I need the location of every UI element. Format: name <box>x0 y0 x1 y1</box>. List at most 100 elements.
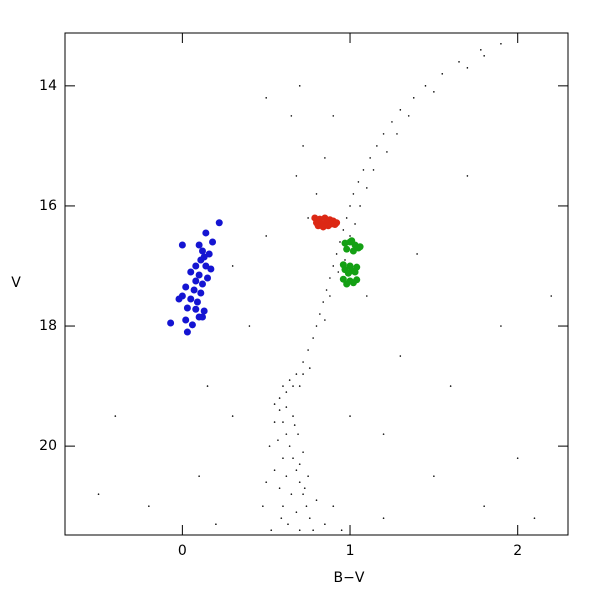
point <box>197 256 205 264</box>
point <box>466 175 469 177</box>
point <box>322 301 325 303</box>
point <box>483 505 485 507</box>
point <box>351 268 359 276</box>
point <box>198 280 206 288</box>
point <box>312 529 314 531</box>
point <box>248 325 251 327</box>
point <box>433 91 435 93</box>
point <box>192 305 200 313</box>
point <box>290 115 293 117</box>
point <box>483 55 485 57</box>
point <box>407 115 410 117</box>
point <box>382 433 385 435</box>
point <box>302 145 304 147</box>
point <box>298 85 301 87</box>
point <box>315 499 318 501</box>
point <box>399 109 402 111</box>
point <box>292 415 294 417</box>
point <box>308 367 311 369</box>
point <box>202 229 210 237</box>
point <box>295 175 298 177</box>
point <box>366 187 368 189</box>
point <box>366 295 368 297</box>
point <box>315 193 318 195</box>
point <box>282 457 284 459</box>
point <box>343 245 351 253</box>
point <box>288 445 291 447</box>
point <box>273 469 276 471</box>
point <box>302 451 304 453</box>
point <box>382 517 385 519</box>
point <box>369 157 371 159</box>
point <box>349 205 351 207</box>
point <box>550 295 553 297</box>
point <box>298 385 301 387</box>
point <box>265 97 268 99</box>
point <box>466 67 469 69</box>
point <box>206 385 209 387</box>
point <box>288 379 291 381</box>
point <box>332 265 335 267</box>
point <box>298 463 301 465</box>
point <box>290 493 293 495</box>
point <box>352 193 355 195</box>
point <box>295 373 298 375</box>
point <box>198 475 200 477</box>
point <box>202 262 210 270</box>
point <box>292 457 294 459</box>
point <box>293 424 296 426</box>
point <box>331 221 339 229</box>
point <box>295 511 298 513</box>
y-axis-label: V <box>11 275 21 291</box>
x-axis-label: B−V <box>334 570 365 586</box>
point <box>200 307 208 315</box>
point <box>197 289 205 297</box>
point <box>386 151 388 153</box>
point <box>280 517 283 519</box>
point <box>312 337 314 339</box>
point <box>231 265 234 267</box>
point <box>97 493 100 495</box>
point <box>295 469 298 471</box>
y-tick-label: 20 <box>39 438 57 454</box>
point <box>349 279 357 287</box>
point <box>297 433 299 435</box>
point <box>325 289 328 291</box>
point <box>329 277 331 279</box>
point <box>391 121 393 123</box>
point <box>178 241 186 249</box>
point <box>500 325 502 327</box>
point <box>376 145 378 147</box>
point <box>345 217 348 219</box>
point <box>114 415 117 417</box>
point <box>424 85 427 87</box>
point <box>175 295 183 303</box>
plot-frame <box>64 32 569 536</box>
point <box>449 385 452 387</box>
point <box>302 493 304 495</box>
point <box>273 403 276 405</box>
point <box>307 349 309 351</box>
point <box>480 49 482 51</box>
point <box>268 445 271 447</box>
point <box>416 253 418 255</box>
point <box>167 319 175 327</box>
point <box>315 325 318 327</box>
point <box>324 222 332 230</box>
point <box>298 481 301 483</box>
point <box>372 169 375 171</box>
point <box>302 361 304 363</box>
point <box>231 415 234 417</box>
point <box>342 229 345 231</box>
point <box>357 181 360 183</box>
x-tick-label: 1 <box>346 543 355 559</box>
point <box>182 316 190 324</box>
point <box>307 475 309 477</box>
point <box>307 217 309 219</box>
point <box>329 295 331 297</box>
point <box>183 328 191 336</box>
point <box>273 421 276 423</box>
point <box>292 385 294 387</box>
